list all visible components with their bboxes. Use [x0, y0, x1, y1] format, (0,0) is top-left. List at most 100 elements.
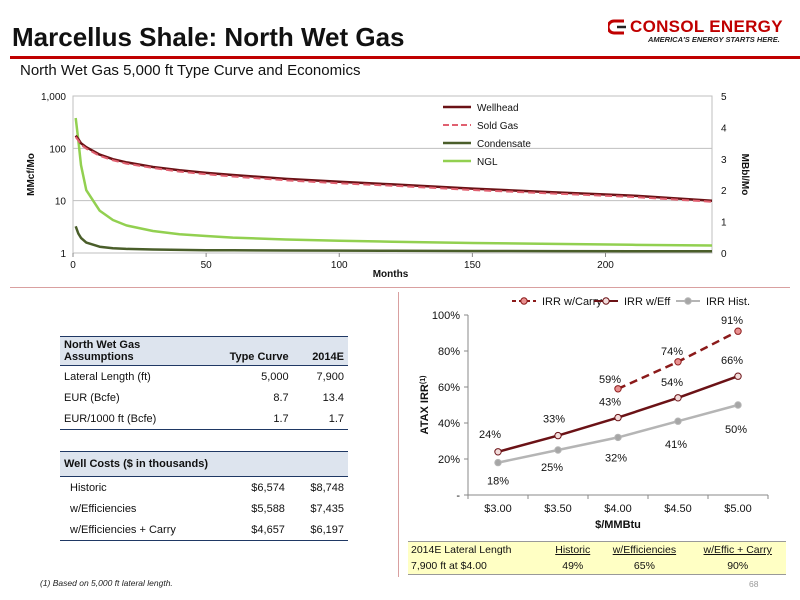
assumptions-table: North Wet Gas Assumptions Type Curve 2014… [60, 336, 348, 430]
data-point [614, 433, 622, 442]
data-label: 59% [599, 374, 621, 386]
data-label: 54% [661, 377, 683, 389]
assumptions-header: North Wet Gas Assumptions [60, 336, 200, 366]
row-label: Historic [70, 481, 107, 494]
company-logo: CONSOL ENERGY AMERICA'S ENERGY STARTS HE… [608, 17, 793, 44]
page-subtitle: North Wet Gas 5,000 ft Type Curve and Ec… [20, 62, 361, 79]
x-tick-label: $4.50 [664, 503, 692, 515]
cell-2014e: $6,197 [288, 519, 348, 541]
x-tick-label: 0 [70, 260, 76, 271]
series-line-condensate [74, 225, 713, 253]
y-tick-label: 10 [55, 197, 67, 208]
data-point [494, 448, 502, 456]
data-label: 41% [665, 439, 687, 451]
cell-2014e: 13.4 [322, 391, 344, 404]
y-tick-label: 100% [432, 310, 460, 322]
y2-tick-label: 2 [721, 186, 727, 197]
data-point [734, 327, 742, 335]
x-tick-label: $3.00 [484, 503, 512, 515]
series-line-ngl [74, 117, 713, 247]
legend-label: IRR w/Eff [624, 296, 671, 308]
page-title: Marcellus Shale: North Wet Gas [12, 22, 405, 52]
data-label: 24% [479, 429, 501, 441]
legend-marker [602, 297, 610, 305]
irr-cell: w/Efficiencies [599, 541, 690, 558]
well-costs-header: Well Costs ($ in thousands) [60, 451, 348, 477]
series-line-wellhead [74, 134, 713, 202]
row-label: w/Efficiencies [70, 502, 137, 515]
data-point [494, 458, 502, 467]
table-row: Lateral Length (ft) 5,000 7,900 [60, 366, 348, 388]
data-label: 66% [721, 355, 743, 367]
row-label: w/Efficiencies + Carry [60, 519, 230, 541]
legend-label: Sold Gas [477, 121, 518, 132]
data-label: 25% [541, 462, 563, 474]
y-tick-label: 20% [438, 454, 460, 466]
legend-label: Wellhead [477, 103, 519, 114]
x-tick-label: 100 [331, 260, 348, 271]
x-axis-label: Months [373, 269, 409, 280]
y2-axis-label: MBbl/Mo [739, 154, 750, 196]
y2-tick-label: 1 [721, 218, 727, 229]
assumptions-header-row: North Wet Gas Assumptions Type Curve 2014… [60, 336, 348, 366]
col-2014e: 2014E [292, 336, 348, 366]
data-label: 43% [599, 397, 621, 409]
assumptions-header-line2: Assumptions [64, 351, 134, 363]
x-tick-label: $3.50 [544, 503, 572, 515]
data-point [674, 417, 682, 425]
page-number: 68 [749, 579, 759, 589]
data-label: 50% [725, 424, 747, 436]
irr-chart: - 20% 40% 60% 80% 100% $3.00 $3.50 $4.00 $4.50 $5.… [419, 296, 769, 531]
y-tick-label: 1 [60, 249, 66, 260]
legend-marker [520, 297, 528, 305]
footnote: (1) Based on 5,000 ft lateral length. [40, 578, 173, 588]
irr-cell: 49% [546, 558, 600, 575]
col-type-curve: Type Curve [199, 336, 293, 366]
plot-border [72, 95, 713, 254]
table-row: EUR (Bcfe) 8.7 13.4 [60, 387, 348, 408]
consol-logo-mark-icon [608, 19, 626, 35]
column-divider [398, 292, 399, 577]
data-label: 33% [543, 414, 565, 426]
cell-2014e: 1.7 [292, 408, 348, 430]
irr-cell: 2014E Lateral Length [408, 541, 547, 558]
well-costs-header-row: Well Costs ($ in thousands) [60, 451, 348, 477]
data-point [554, 446, 562, 454]
y-tick-label: 80% [438, 346, 460, 358]
irr-cell: Historic [546, 541, 600, 558]
legend-label: Condensate [477, 139, 531, 150]
table-row: EUR/1000 ft (Bcfe) 1.7 1.7 [60, 408, 348, 430]
irr-cell: 90% [689, 558, 786, 575]
legend-label: NGL [477, 157, 498, 168]
legend-label: IRR Hist. [706, 296, 750, 308]
x-axis-label: $/MMBtu [595, 519, 641, 531]
y-tick-label: 60% [438, 382, 460, 394]
data-label: 32% [605, 452, 627, 464]
assumptions-header-line1: North Wet Gas [64, 339, 141, 351]
x-tick-label: 50 [201, 260, 213, 271]
table-row: Historic $6,574 $8,748 [60, 477, 348, 499]
irr-summary-header-row: 2014E Lateral Length Historic w/Efficien… [408, 541, 786, 558]
logo-name: CONSOL ENERGY [630, 17, 783, 36]
cell-type-curve: 8.7 [273, 391, 289, 404]
cell-2014e: $8,748 [310, 481, 344, 494]
x-tick-label: $5.00 [724, 503, 752, 515]
section-divider [10, 287, 790, 288]
y-tick-label: - [456, 490, 460, 502]
data-label: 18% [487, 476, 509, 488]
y-axis-label-superscript: (1) [420, 376, 427, 385]
irr-summary-table: 2014E Lateral Length Historic w/Efficien… [408, 541, 786, 575]
y2-tick-label: 4 [721, 123, 727, 134]
table-row: w/Efficiencies + Carry $4,657 $6,197 [60, 519, 348, 541]
data-point [734, 401, 742, 409]
x-tick-label: $4.00 [604, 503, 632, 515]
data-point [554, 431, 562, 440]
cell-type-curve: 1.7 [199, 408, 293, 430]
data-point [614, 413, 622, 422]
table-row: w/Efficiencies $5,588 $7,435 [60, 498, 348, 519]
y-tick-label: 1,000 [41, 92, 66, 103]
irr-cell: 65% [599, 558, 690, 575]
y2-tick-label: 5 [721, 92, 727, 103]
row-label: EUR (Bcfe) [64, 391, 120, 404]
series-line-sold-gas [74, 136, 713, 203]
